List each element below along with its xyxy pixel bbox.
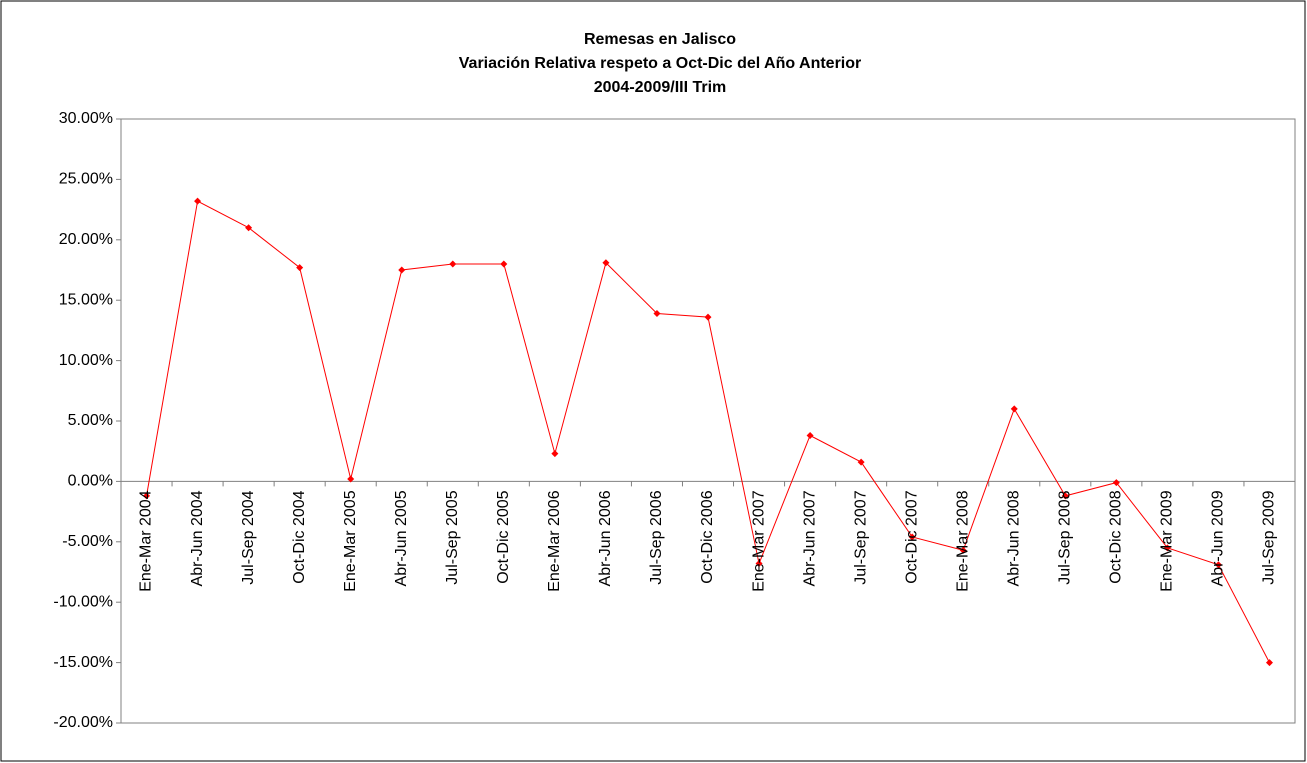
x-tick-label: Ene-Mar 2006 — [546, 490, 563, 591]
y-tick-label: 0.00% — [68, 473, 113, 490]
x-tick-label: Oct-Dic 2005 — [495, 490, 512, 583]
data-point — [347, 475, 355, 483]
x-tick-label: Oct-Dic 2008 — [1108, 490, 1125, 583]
x-tick-label: Ene-Mar 2007 — [750, 490, 767, 591]
y-tick-label: 10.00% — [59, 352, 113, 369]
data-point — [143, 492, 151, 500]
y-tick-label: -15.00% — [53, 654, 113, 671]
data-point — [296, 264, 304, 272]
data-point — [551, 450, 559, 458]
data-point — [959, 546, 967, 554]
x-tick-label: Abr-Jun 2005 — [393, 490, 410, 586]
data-point — [245, 224, 253, 232]
x-tick-label: Abr-Jun 2007 — [801, 490, 818, 586]
data-point — [449, 260, 457, 268]
data-point — [704, 313, 712, 321]
chart-title: Remesas en Jalisco — [584, 31, 736, 48]
x-tick-label: Ene-Mar 2004 — [138, 490, 155, 591]
x-tick-label: Jul-Sep 2009 — [1261, 490, 1278, 584]
y-tick-label: 15.00% — [59, 291, 113, 308]
x-tick-label: Ene-Mar 2009 — [1159, 490, 1176, 591]
data-point — [857, 458, 865, 466]
x-tick-label: Abr-Jun 2009 — [1210, 490, 1227, 586]
data-point — [398, 266, 406, 274]
x-tick-label: Jul-Sep 2008 — [1057, 490, 1074, 584]
data-point — [653, 309, 661, 317]
x-tick-label: Abr-Jun 2006 — [597, 490, 614, 586]
data-point — [1163, 544, 1171, 552]
x-tick-label: Abr-Jun 2004 — [189, 490, 206, 586]
data-point — [1061, 492, 1069, 500]
x-tick-label: Ene-Mar 2005 — [342, 490, 359, 591]
chart-title: 2004-2009/III Trim — [594, 79, 727, 96]
data-point — [500, 260, 508, 268]
x-tick-label: Jul-Sep 2006 — [648, 490, 665, 584]
data-point — [1112, 479, 1120, 487]
y-tick-label: 30.00% — [59, 110, 113, 127]
x-tick-label: Abr-Jun 2008 — [1005, 490, 1022, 586]
x-tick-label: Oct-Dic 2006 — [699, 490, 716, 583]
x-tick-label: Oct-Dic 2007 — [903, 490, 920, 583]
x-tick-label: Ene-Mar 2008 — [954, 490, 971, 591]
y-tick-label: 20.00% — [59, 231, 113, 248]
y-tick-label: -10.00% — [53, 593, 113, 610]
x-tick-label: Oct-Dic 2004 — [291, 490, 308, 583]
data-point — [806, 431, 814, 439]
x-tick-label: Jul-Sep 2004 — [240, 490, 257, 584]
data-point — [908, 533, 916, 541]
y-tick-label: 5.00% — [68, 412, 113, 429]
chart-title: Variación Relativa respeto a Oct-Dic del… — [459, 55, 861, 72]
x-tick-label: Jul-Sep 2007 — [852, 490, 869, 584]
y-tick-label: -20.00% — [53, 714, 113, 731]
data-point — [1010, 405, 1018, 413]
data-point — [755, 560, 763, 568]
data-point — [602, 259, 610, 267]
y-tick-label: -5.00% — [62, 533, 113, 550]
data-point — [194, 197, 202, 205]
data-point — [1265, 659, 1273, 667]
data-point — [1214, 561, 1222, 569]
x-tick-label: Jul-Sep 2005 — [444, 490, 461, 584]
y-tick-label: 25.00% — [59, 171, 113, 188]
